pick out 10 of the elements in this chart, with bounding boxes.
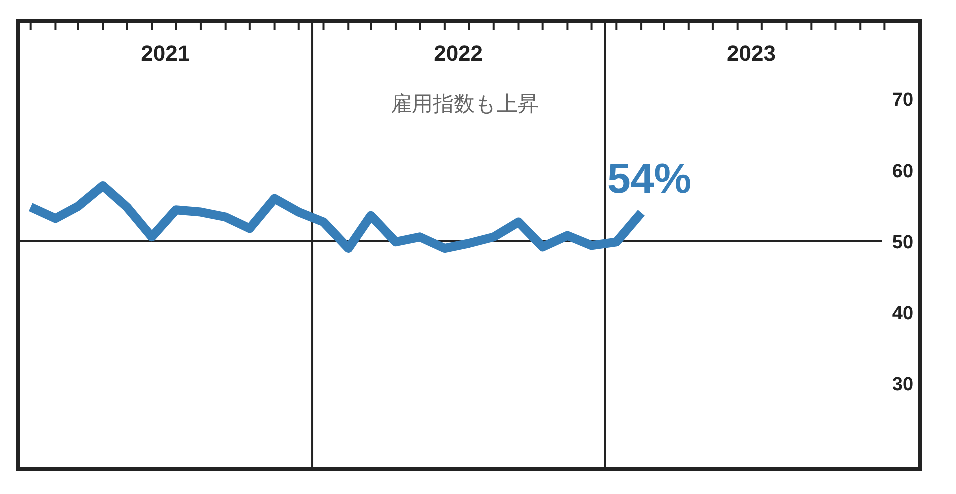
annotation: 雇用指数も上昇 xyxy=(391,93,539,116)
x-tick-label: 2023 xyxy=(727,41,776,66)
y-tick-label: 50 xyxy=(892,232,914,254)
y-tick-label: 30 xyxy=(892,374,914,396)
y-tick-label: 70 xyxy=(892,90,914,112)
x-tick-label: 2022 xyxy=(434,41,484,66)
x-tick-label: 2021 xyxy=(141,41,190,66)
annotation: 54% xyxy=(608,155,692,202)
y-tick-label: 40 xyxy=(892,304,914,325)
y-tick-label: 60 xyxy=(892,161,914,182)
